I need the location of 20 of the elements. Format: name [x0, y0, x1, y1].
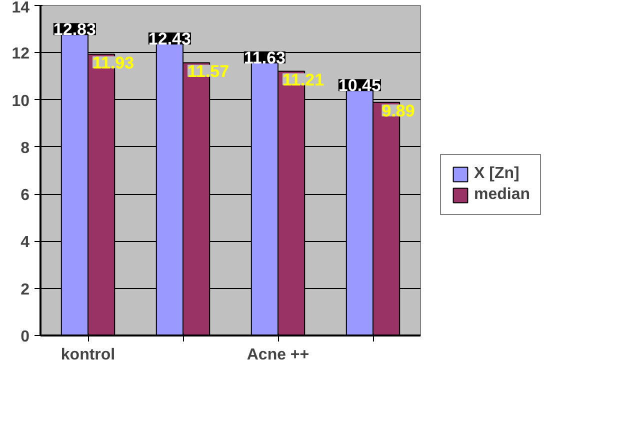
y-tick-label: 0: [20, 328, 30, 346]
y-tick-label: 6: [20, 187, 30, 204]
data-label: 12.43: [148, 30, 191, 49]
y-tick-label: 12: [12, 46, 30, 63]
x-tick-label: Acne ++: [246, 346, 310, 364]
x-tick-label: kontrol: [60, 346, 116, 364]
data-label: 11.93: [92, 53, 134, 72]
data-label: 11.21: [282, 70, 324, 90]
legend-label: median: [474, 186, 530, 204]
y-tick-label: 4: [20, 234, 30, 252]
data-label: 9.89: [382, 101, 415, 120]
data-label: 11.63: [244, 48, 286, 68]
legend-label: X [Zn]: [474, 165, 520, 183]
y-tick-label: 10: [12, 92, 30, 110]
data-label: 12.83: [53, 20, 96, 40]
y-tick-label: 14: [12, 0, 30, 16]
y-tick-label: 8: [20, 140, 30, 157]
y-tick-label: 2: [20, 281, 30, 298]
data-label: 10.45: [338, 76, 381, 96]
data-label: 11.57: [188, 62, 230, 81]
